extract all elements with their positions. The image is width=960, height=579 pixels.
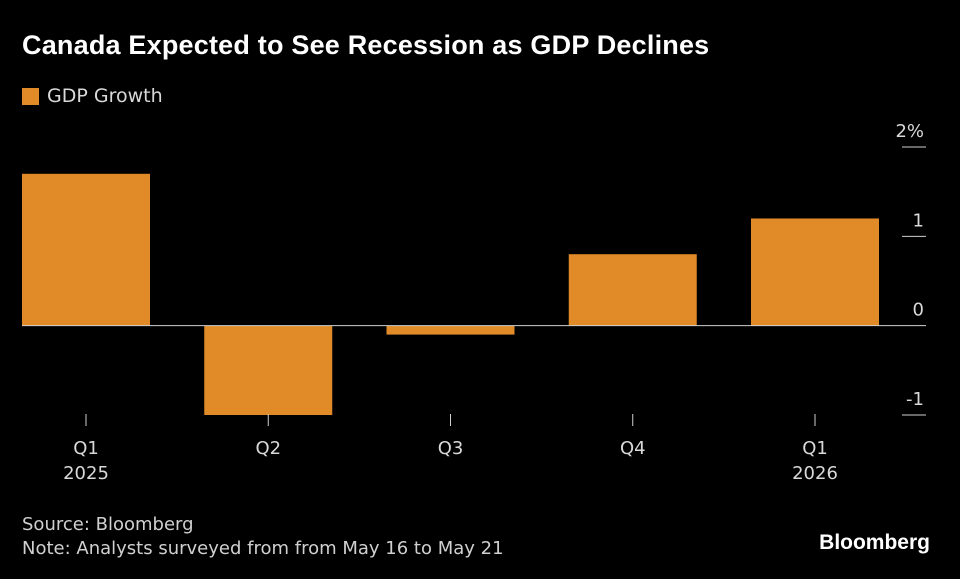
legend-label-gdp-growth: GDP Growth xyxy=(47,85,163,107)
x-tick-label-4: Q4 xyxy=(620,438,646,459)
bar-1 xyxy=(22,173,150,326)
x-tick-label-2: Q2 xyxy=(255,438,281,459)
legend-swatch-gdp-growth xyxy=(22,87,39,105)
legend: GDP Growth xyxy=(22,84,163,108)
survey-note: Note: Analysts surveyed from from May 16… xyxy=(22,538,504,559)
y-tick-label-3: 0 xyxy=(913,300,924,321)
bar-5 xyxy=(751,218,879,326)
y-tick-label-2: 1 xyxy=(913,210,924,231)
chart-title: Canada Expected to See Recession as GDP … xyxy=(22,30,710,60)
source-note: Source: Bloomberg xyxy=(22,514,194,535)
bar-2 xyxy=(204,325,333,415)
x-tick-label-3: Q3 xyxy=(438,438,464,459)
y-tick-label-4: -1 xyxy=(906,389,924,410)
y-tick-label-1: 2% xyxy=(895,121,924,142)
x-tick-label-1: Q1 xyxy=(73,438,99,459)
bar-4 xyxy=(568,254,697,326)
footer: Source: Bloomberg Note: Analysts surveye… xyxy=(22,513,504,561)
x-tick-year-label-1: 2025 xyxy=(63,463,109,484)
bar-3 xyxy=(386,325,515,335)
x-tick-year-label-5: 2026 xyxy=(792,463,838,484)
x-tick-label-5: Q1 xyxy=(802,438,828,459)
bloomberg-logo: Bloomberg xyxy=(819,531,930,554)
